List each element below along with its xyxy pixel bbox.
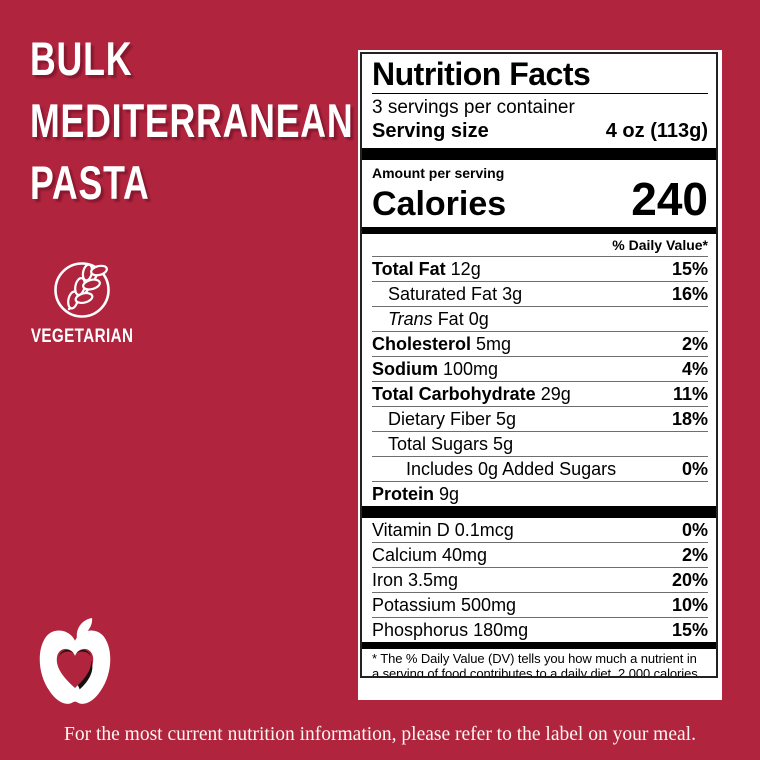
nutrient-name: Includes 0g Added Sugars: [406, 459, 617, 479]
serving-size-label: Serving size: [372, 120, 489, 142]
divider-thick-bar: [362, 506, 716, 518]
calories-label: Calories: [372, 185, 507, 223]
nutrient-row-phosphorus: Phosphorus 180mg 15%: [372, 617, 708, 642]
nutrient-name: Potassium 500mg: [372, 595, 517, 615]
nutrient-name: Phosphorus 180mg: [372, 620, 529, 640]
nutrient-name: Total Carbohydrate 29g: [372, 384, 571, 404]
nutrition-label-box: Nutrition Facts 3 servings per container…: [360, 52, 718, 678]
calories-row: Calories 240: [372, 173, 708, 227]
nutrient-row-total-sugars: Total Sugars 5g: [372, 431, 708, 456]
nutrient-name: Iron 3.5mg: [372, 570, 459, 590]
nutrient-row-vitamin-d: Vitamin D 0.1mcg 0%: [372, 518, 708, 542]
amount-per-serving-label: Amount per serving: [372, 165, 505, 181]
nutrient-row-protein: Protein 9g: [372, 481, 708, 506]
daily-value-header: % Daily Value*: [612, 237, 708, 253]
calories-value: 240: [631, 173, 708, 225]
nutrient-name: Trans Fat 0g: [388, 309, 489, 329]
nutrition-facts-title: Nutrition Facts: [372, 57, 708, 94]
nutrient-row-cholesterol: Cholesterol 5mg 2%: [372, 331, 708, 356]
nutrient-row-potassium: Potassium 500mg 10%: [372, 592, 708, 617]
footer-disclaimer: For the most current nutrition informati…: [64, 724, 696, 745]
nutrient-dv: 20%: [671, 570, 708, 590]
nutrition-label-panel: Nutrition Facts 3 servings per container…: [358, 50, 722, 700]
nutrient-dv: 2%: [681, 334, 708, 354]
nutrient-dv: 2%: [681, 545, 708, 565]
nutrient-dv: 0%: [681, 520, 708, 540]
nutrient-name: Calcium 40mg: [372, 545, 488, 565]
nutrient-name: Sodium 100mg: [372, 359, 499, 379]
daily-value-footnote: * The % Daily Value (DV) tells you how m…: [372, 651, 698, 678]
nutrient-dv: 18%: [671, 409, 708, 429]
nutrient-dv: 15%: [671, 620, 708, 640]
serving-size-value: 4 oz (113g): [605, 120, 708, 142]
vegetarian-badge: VEGETARIAN: [30, 256, 134, 348]
divider-thick-bar: [362, 148, 716, 160]
nutrient-dv: 0%: [681, 459, 708, 479]
vegetarian-leaf-icon: [54, 262, 110, 318]
nutrient-dv: 10%: [671, 595, 708, 615]
nutrient-row-dietary-fiber: Dietary Fiber 5g 18%: [372, 406, 708, 431]
nutrient-row-saturated-fat: Saturated Fat 3g 16%: [372, 281, 708, 306]
nutrient-name: Protein 9g: [372, 484, 460, 504]
apple-heart-logo-icon: [39, 618, 111, 704]
nutrient-dv: 11%: [672, 384, 708, 404]
nutrient-row-added-sugars: Includes 0g Added Sugars 0%: [372, 456, 708, 481]
product-title-line: MEDITERRANEAN: [30, 94, 354, 147]
product-title-line: PASTA: [30, 156, 150, 209]
nutrient-name: Total Sugars 5g: [388, 434, 514, 454]
nutrient-dv: 16%: [671, 284, 708, 304]
nutrient-row-calcium: Calcium 40mg 2%: [372, 542, 708, 567]
nutrient-name: Vitamin D 0.1mcg: [372, 520, 514, 540]
divider-medium-bar: [362, 227, 716, 234]
nutrient-row-trans-fat: Trans Fat 0g: [372, 306, 708, 331]
servings-per-container: 3 servings per container: [372, 97, 575, 118]
nutrient-name: Saturated Fat 3g: [388, 284, 523, 304]
nutrient-name: Cholesterol 5mg: [372, 334, 512, 354]
product-title-line: BULK: [30, 32, 133, 85]
nutrient-dv: 4%: [681, 359, 708, 379]
product-title: BULK MEDITERRANEAN PASTA: [30, 28, 456, 214]
nutrient-row-total-carbohydrate: Total Carbohydrate 29g 11%: [372, 381, 708, 406]
nutrient-dv: 15%: [671, 259, 708, 279]
nutrient-row-sodium: Sodium 100mg 4%: [372, 356, 708, 381]
divider-medium-bar: [362, 642, 716, 649]
nutrient-row-total-fat: Total Fat 12g 15%: [372, 256, 708, 281]
nutrient-name: Dietary Fiber 5g: [388, 409, 517, 429]
nutrient-name: Total Fat 12g: [372, 259, 481, 279]
nutrient-row-iron: Iron 3.5mg 20%: [372, 567, 708, 592]
serving-size-row: Serving size 4 oz (113g): [372, 119, 708, 148]
vegetarian-label: VEGETARIAN: [30, 326, 134, 347]
